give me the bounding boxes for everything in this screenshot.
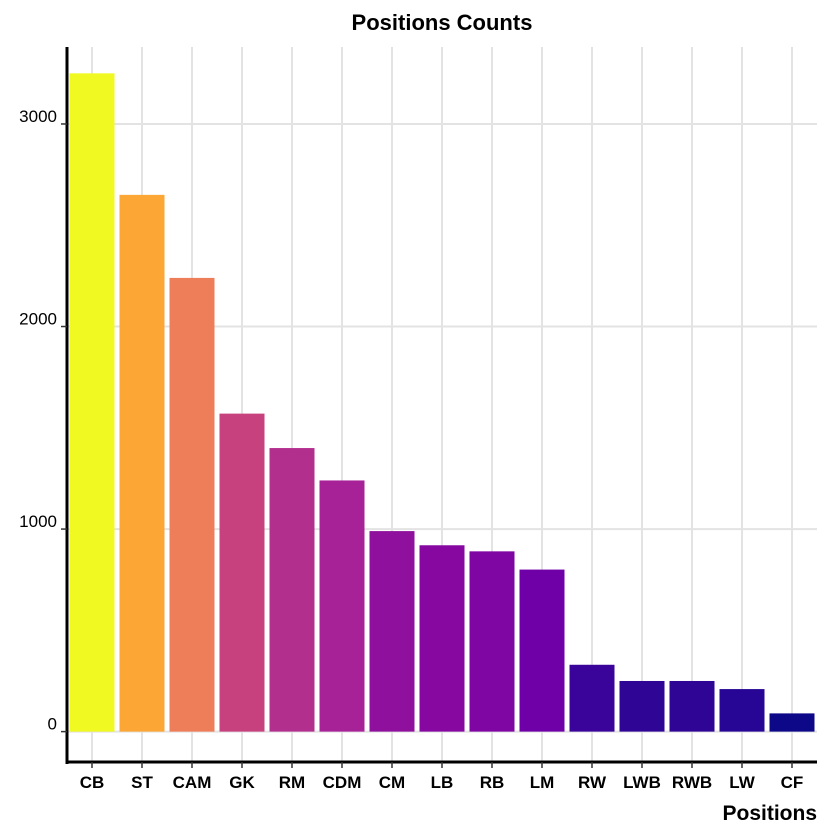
bar-cf [769, 713, 815, 732]
bar-st [119, 194, 165, 732]
x-tick-label: ST [131, 773, 153, 792]
bar-lwb [619, 680, 665, 732]
y-tick-label: 1000 [19, 512, 57, 531]
bar-lw [719, 689, 765, 732]
tick-labels: 0 1000 2000 3000 CB ST CAM GK RM CDM CM LB RB LM RW LWB… [19, 107, 803, 792]
bar-cb [69, 73, 115, 732]
x-tick-label: CF [781, 773, 804, 792]
x-tick-label: CAM [173, 773, 212, 792]
x-tick-label: LWB [623, 773, 661, 792]
y-tick-label: 0 [48, 715, 57, 734]
y-tick-label: 3000 [19, 107, 57, 126]
x-tick-label: RW [578, 773, 607, 792]
x-tick-label: CDM [323, 773, 362, 792]
x-tick-label: LB [431, 773, 454, 792]
bar-gk [219, 413, 265, 732]
bar-rb [469, 551, 515, 732]
bar-cam [169, 277, 215, 732]
x-tick-label: CM [379, 773, 405, 792]
bar-cdm [319, 480, 365, 732]
x-axis-title: Positions [722, 802, 817, 825]
bar-rw [569, 664, 615, 732]
chart-title: Positions Counts [351, 10, 533, 35]
x-tick-label: CB [80, 773, 105, 792]
x-tick-label: RB [480, 773, 505, 792]
x-tick-label: LM [530, 773, 555, 792]
bars [69, 73, 815, 732]
x-tick-label: GK [229, 773, 255, 792]
x-tick-label: RWB [672, 773, 712, 792]
y-tick-label: 2000 [19, 310, 57, 329]
bar-lb [419, 545, 465, 732]
x-tick-label: RM [279, 773, 305, 792]
bar-rm [269, 448, 315, 732]
bar-rwb [669, 680, 715, 732]
bar-lm [519, 569, 565, 732]
x-tick-label: LW [729, 773, 755, 792]
bar-cm [369, 531, 415, 732]
